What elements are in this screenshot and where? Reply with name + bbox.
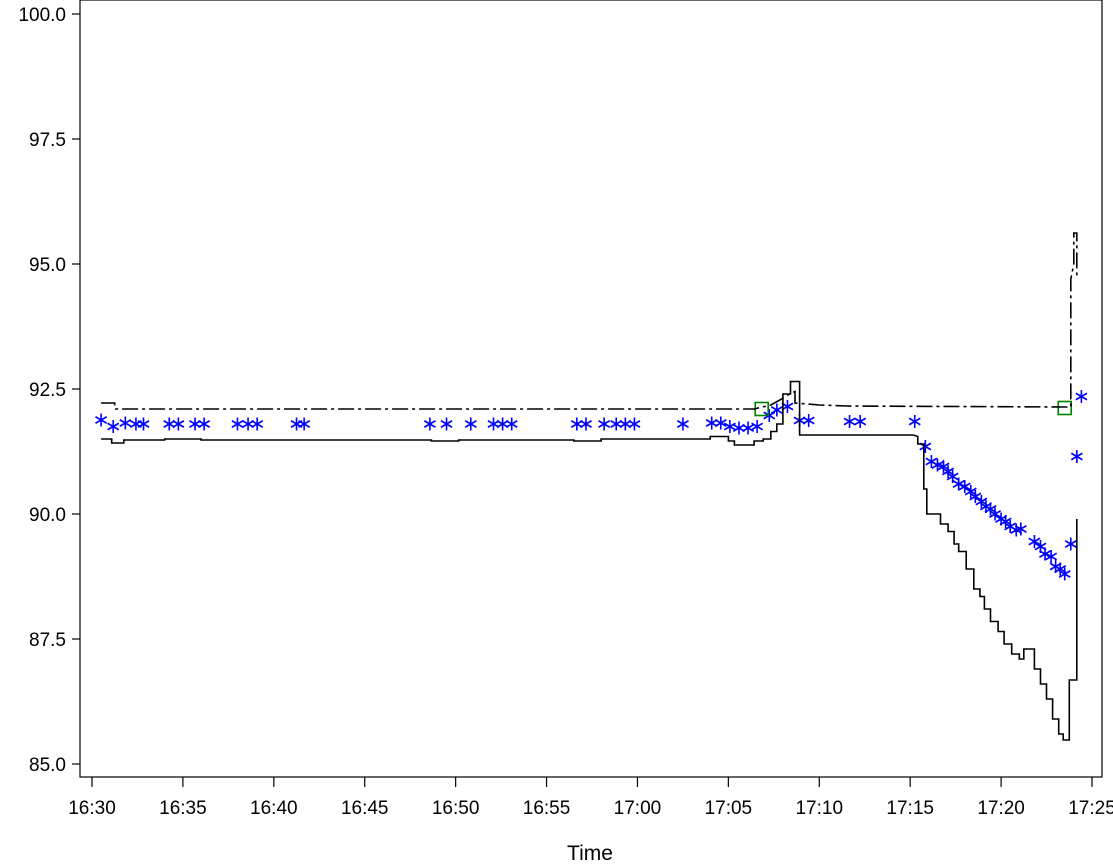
x-axis: 16:30 16:35 16:40 16:45 16:50 16:55 17:00 17:05…	[68, 777, 1113, 819]
y-tick-label: 100.0	[18, 5, 66, 26]
x-tick-label: 17:00	[614, 798, 662, 819]
y-tick-label: 97.5	[29, 130, 66, 151]
x-tick-label: 16:40	[250, 798, 298, 819]
asterisk-point	[119, 416, 132, 430]
asterisk-point	[942, 465, 955, 478]
asterisk-point	[984, 502, 997, 516]
asterisk-point	[198, 417, 211, 431]
x-tick-label: 17:20	[977, 798, 1025, 819]
asterisk-point	[1045, 550, 1058, 563]
y-tick-label: 92.5	[29, 380, 66, 401]
y-tick-label: 90.0	[29, 505, 66, 526]
asterisk-point	[975, 495, 988, 508]
asterisk-point	[952, 477, 965, 491]
asterisk-point	[570, 417, 583, 431]
asterisk-point	[937, 460, 950, 473]
asterisk-point	[989, 507, 1002, 521]
asterisk-point	[751, 420, 764, 433]
asterisk-point	[964, 485, 977, 498]
series-layer	[95, 232, 1088, 741]
asterisk-point	[496, 417, 509, 431]
asterisk-point	[1064, 537, 1077, 551]
asterisk-point	[1058, 567, 1071, 581]
asterisk-point	[705, 416, 718, 430]
asterisk-point	[958, 480, 971, 493]
dash-dot-line-series	[101, 232, 1078, 410]
asterisk-point	[298, 417, 311, 431]
x-tick-label: 16:30	[68, 798, 116, 819]
asterisk-point	[714, 416, 727, 430]
asterisk-point	[770, 403, 783, 417]
asterisk-point	[781, 400, 794, 413]
asterisk-point	[231, 417, 244, 431]
x-tick-label: 16:55	[523, 798, 571, 819]
asterisk-point	[464, 417, 477, 431]
x-tick-label: 16:45	[341, 798, 389, 819]
y-tick-label: 87.5	[29, 630, 66, 651]
asterisk-point	[137, 417, 150, 431]
x-axis-title: Time	[567, 842, 613, 865]
asterisk-point	[969, 490, 982, 503]
asterisk-point	[843, 415, 856, 428]
asterisk-point	[619, 417, 632, 431]
asterisk-point	[676, 417, 689, 431]
asterisk-point	[290, 417, 303, 431]
asterisk-point	[598, 417, 611, 431]
asterisk-point	[1039, 547, 1052, 561]
x-tick-label: 17:05	[705, 798, 753, 819]
asterisk-point	[1054, 562, 1067, 576]
asterisk-point	[946, 470, 959, 483]
y-tick-label: 85.0	[29, 755, 66, 776]
x-tick-label: 17:25	[1068, 798, 1113, 819]
asterisk-point	[242, 417, 255, 431]
asterisk-point	[129, 417, 142, 431]
asterisk-point	[763, 409, 776, 422]
solid-line-series	[101, 380, 1078, 741]
asterisk-point	[1028, 535, 1041, 548]
asterisk-point	[487, 417, 500, 431]
asterisk-point	[107, 420, 120, 433]
x-tick-label: 16:35	[159, 798, 207, 819]
asterisk-point	[1075, 390, 1088, 403]
x-tick-label: 17:15	[886, 798, 934, 819]
asterisk-point	[802, 414, 815, 427]
x-tick-label: 16:50	[432, 798, 480, 819]
asterisk-point	[1070, 450, 1083, 463]
asterisk-point	[732, 421, 745, 435]
asterisk-point	[163, 417, 176, 431]
asterisk-point	[908, 415, 921, 428]
asterisk-point	[423, 417, 436, 431]
asterisk-point	[854, 415, 867, 428]
x-tick-label: 17:10	[795, 798, 843, 819]
asterisk-point	[579, 417, 592, 431]
asterisk-point	[628, 417, 641, 431]
asterisk-point	[189, 417, 202, 431]
asterisk-point	[999, 515, 1012, 528]
y-axis: 85.0 87.5 90.0 92.5 95.0 97.5 100.0	[18, 5, 80, 776]
plot-frame	[79, 0, 1103, 778]
asterisk-point	[251, 417, 264, 431]
square-point	[1057, 400, 1073, 416]
asterisk-point	[95, 413, 108, 427]
asterisk-point	[505, 417, 518, 431]
asterisk-point	[1014, 522, 1027, 536]
asterisk-point	[440, 417, 453, 431]
y-tick-label: 95.0	[29, 255, 66, 276]
asterisk-point	[919, 440, 932, 453]
asterisk-point	[610, 417, 623, 431]
asterisk-point	[172, 417, 185, 431]
